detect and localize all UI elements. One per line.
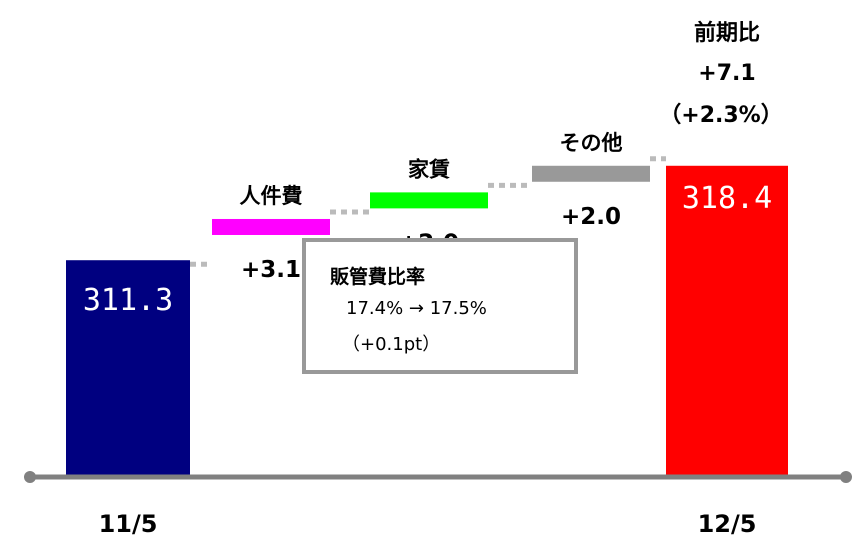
texts-group: 311.3318.4+3.1人件費+2.0家賃+2.0その他11/512/5前期…: [83, 20, 783, 538]
step-category-label: 人件費: [240, 184, 303, 208]
step-category-label: その他: [560, 131, 623, 155]
yoy-value: +7.1: [698, 61, 755, 86]
yoy-title: 前期比: [694, 20, 760, 46]
step-bar: [212, 218, 330, 235]
bars-group: [24, 156, 852, 483]
axis-left-end: [24, 471, 36, 483]
sga-ratio-change: 17.4% → 17.5%: [346, 298, 487, 319]
x-tick-label-end: 12/5: [698, 510, 757, 538]
end-value-label: 318.4: [682, 181, 772, 216]
step-bar: [370, 192, 488, 209]
step-bar: [532, 165, 650, 182]
sga-ratio-diff: （+0.1pt）: [342, 334, 441, 355]
start-value-label: 311.3: [83, 283, 173, 318]
step-value-label: +3.1: [241, 257, 301, 283]
sga-ratio-box: 販管費比率 17.4% → 17.5% （+0.1pt）: [302, 238, 578, 374]
step-category-label: 家賃: [408, 157, 450, 181]
end-bar: [666, 165, 788, 477]
x-tick-label-start: 11/5: [99, 510, 158, 538]
start-bar: [66, 260, 190, 477]
step-value-label: +2.0: [561, 204, 621, 230]
sga-ratio-title: 販管費比率: [330, 266, 426, 288]
axis-right-end: [840, 471, 852, 483]
yoy-pct: （+2.3%）: [659, 103, 782, 128]
